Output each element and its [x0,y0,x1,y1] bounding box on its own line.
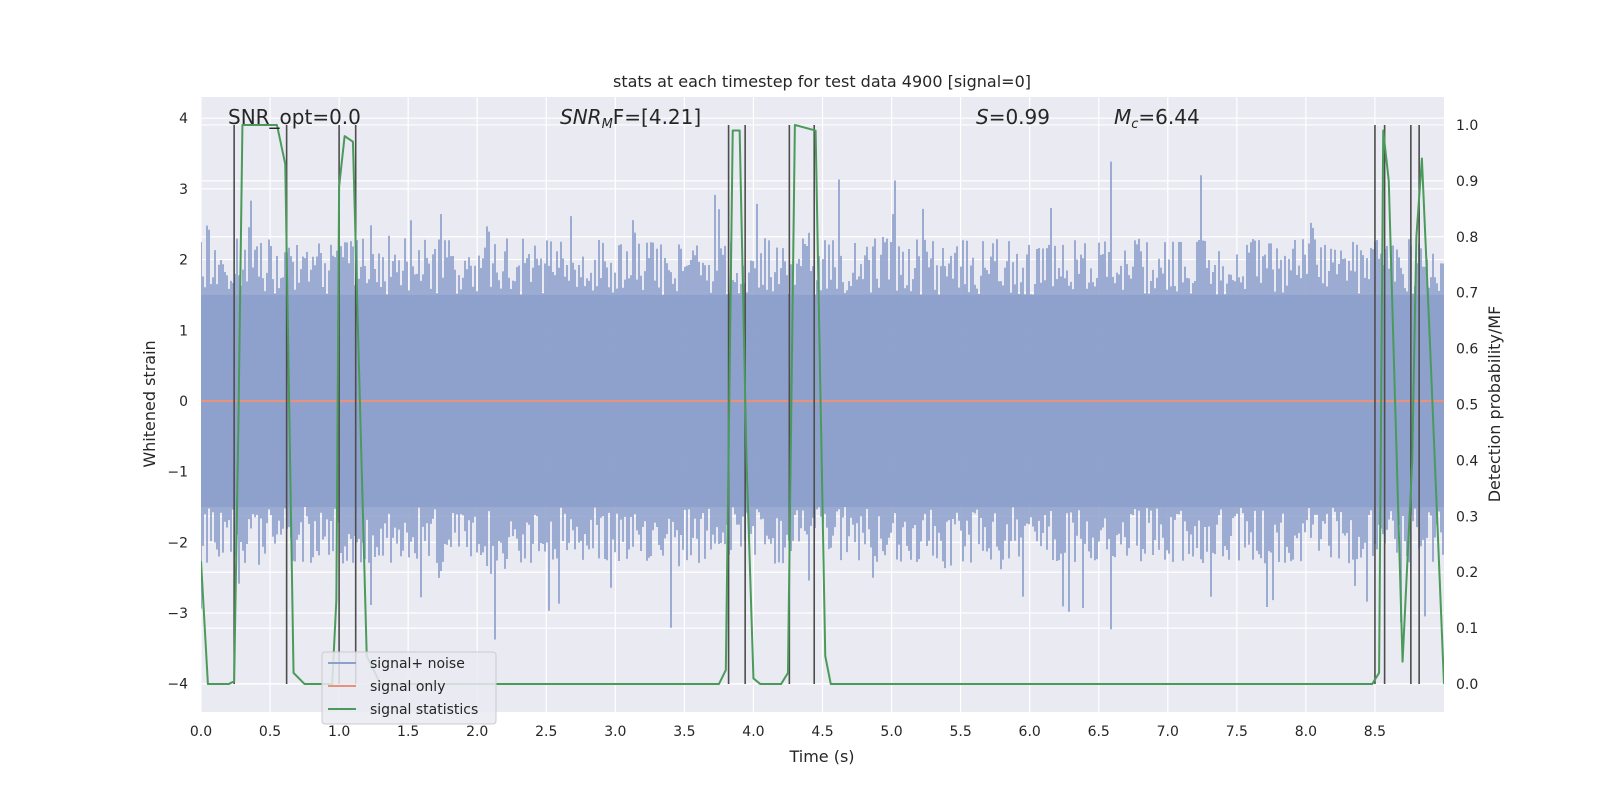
x-tick-label: 1.0 [328,724,350,740]
x-tick-label: 0.5 [259,724,281,740]
x-tick-label: 8.0 [1295,724,1317,740]
y-right-tick-label: 0.7 [1456,286,1478,302]
y-right-tick-label: 0.4 [1456,453,1478,469]
y-right-tick-label: 0.6 [1456,342,1478,358]
x-tick-label: 0.0 [190,724,212,740]
y-right-tick-label: 0.0 [1456,677,1478,693]
y-tick-label: −4 [167,677,188,693]
x-tick-label: 6.0 [1019,724,1041,740]
x-tick-label: 3.0 [604,724,626,740]
x-tick-label: 8.5 [1364,724,1386,740]
y-tick-label: 3 [179,182,188,198]
legend-label-statistics: signal statistics [370,702,478,718]
signal-statistics-line [201,123,1444,686]
x-tick-label: 5.0 [880,724,902,740]
annotation-s: S=0.99 [976,105,1050,129]
y-tick-label: 1 [179,323,188,339]
y-tick-label: 4 [179,111,188,127]
x-tick-label: 2.0 [466,724,488,740]
x-tick-label: 7.0 [1157,724,1179,740]
tick-labels: 0.0 0.5 1.0 1.5 2.0 2.5 3.0 3.5 4.0 4.5 5.0 5.5 6.0 6… [167,111,1478,740]
y-tick-label: 0 [179,394,188,410]
x-tick-label: 4.0 [742,724,764,740]
y-right-tick-label: 0.5 [1456,398,1478,414]
y-right-tick-label: 0.1 [1456,621,1478,637]
legend-box [321,651,497,725]
y-right-tick-label: 0.8 [1456,230,1478,246]
annotation-snr-opt: SNR_opt=0.0 [228,105,361,129]
line-series [201,123,1444,686]
y-right-axis-label: Detection probability/MF [1485,306,1504,503]
y-right-tick-label: 0.2 [1456,565,1478,581]
x-tick-label: 2.5 [535,724,557,740]
x-tick-label: 6.5 [1088,724,1110,740]
annotation-snr-mf: SNRMF=[4.21] [560,105,701,132]
y-tick-label: 2 [179,253,188,269]
x-tick-label: 3.5 [673,724,695,740]
annotation-mc: Mc=6.44 [1114,105,1200,132]
chart-title: stats at each timestep for test data 490… [613,72,1031,91]
y-right-tick-label: 1.0 [1456,118,1478,134]
x-tick-label: 4.5 [811,724,833,740]
y-right-tick-label: 0.9 [1456,174,1478,190]
legend-label-noise: signal+ noise [370,656,465,672]
x-tick-label: 5.5 [949,724,971,740]
y-tick-label: −1 [167,465,188,481]
legend-label-signal: signal only [370,679,445,695]
x-tick-label: 1.5 [397,724,419,740]
y-tick-label: −2 [167,535,188,551]
legend: signal+ noise signal only signal statist… [321,651,497,725]
y-axis-label: Whitened strain [140,340,159,467]
y-right-tick-label: 0.3 [1456,509,1478,525]
x-axis-label: Time (s) [788,747,854,766]
y-tick-label: −3 [167,606,188,622]
x-tick-label: 7.5 [1226,724,1248,740]
